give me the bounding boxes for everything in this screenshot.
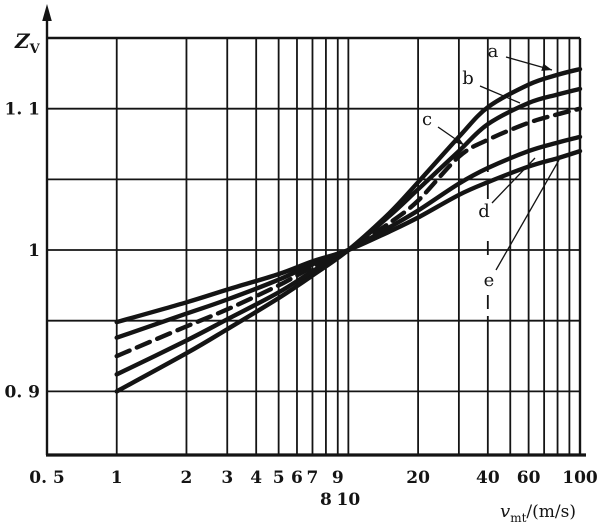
curve-b — [114, 86, 583, 377]
y-tick-label-1: 1 — [28, 241, 40, 261]
x-axis-title-subscript: mt — [510, 511, 526, 525]
curve-d — [114, 134, 583, 340]
x-tick-label-9: 9 — [332, 468, 344, 488]
y-axis-title-subscript: V — [29, 42, 41, 57]
x-tick-label-4: 4 — [250, 468, 262, 488]
x-axis-title-symbol: v — [500, 501, 510, 522]
curve-e — [114, 148, 583, 325]
curve-label-b: b — [462, 68, 474, 89]
x-tick-label-60: 60 — [517, 468, 541, 488]
x-tick-label-0.5: 0. 5 — [29, 468, 65, 488]
curve-label-a: a — [488, 41, 499, 62]
x-tick-label-10: 10 — [337, 490, 361, 510]
curve-label-arrowhead-a — [541, 63, 552, 71]
x-tick-label-1: 1 — [111, 468, 123, 488]
x-tick-label-40: 40 — [476, 468, 500, 488]
curve-label-leader-e — [495, 159, 560, 271]
x-axis-title-units: /(m/s) — [526, 502, 576, 522]
x-tick-label-2: 2 — [181, 468, 193, 488]
curve-label-arrowhead-c — [453, 136, 464, 145]
x-tick-label-3: 3 — [221, 468, 233, 488]
y-axis-title-symbol: Z — [14, 29, 31, 53]
x-tick-label-8: 8 — [320, 490, 332, 510]
curve-label-c: c — [422, 109, 432, 130]
curve-c — [114, 106, 583, 359]
curve-label-d: d — [478, 201, 490, 222]
x-axis-title: vmt/(m/s) — [500, 501, 576, 525]
y-tick-label-0.9: 0. 9 — [5, 382, 41, 402]
x-tick-label-20: 20 — [406, 468, 430, 488]
y-tick-label-1.1: 1. 1 — [5, 100, 41, 120]
curve-label-leader-b — [479, 85, 521, 104]
curve-label-e: e — [484, 270, 495, 291]
y-axis-title: ZV — [14, 29, 41, 57]
curve-label-leader-d — [491, 157, 536, 204]
x-tick-label-7: 7 — [307, 468, 319, 488]
y-axis-arrow-icon — [42, 4, 52, 21]
x-tick-label-5: 5 — [273, 468, 285, 488]
x-tick-label-6: 6 — [291, 468, 303, 488]
x-tick-label-100: 100 — [562, 468, 598, 488]
